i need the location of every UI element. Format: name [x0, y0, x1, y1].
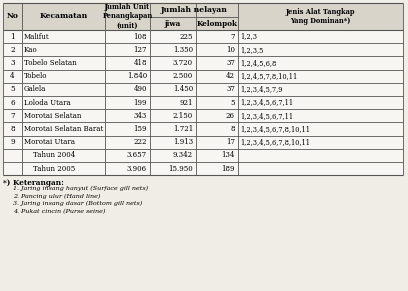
Text: 3.906: 3.906: [127, 165, 147, 173]
Text: 3: 3: [10, 59, 15, 67]
Text: 1,2,3,4,5,6,7,11: 1,2,3,4,5,6,7,11: [240, 99, 293, 107]
Text: Tahun 2004: Tahun 2004: [33, 151, 75, 159]
Text: 2.500: 2.500: [173, 72, 193, 80]
Text: Morotai Utara: Morotai Utara: [24, 138, 75, 146]
Text: 1.350: 1.350: [173, 46, 193, 54]
Text: 42: 42: [226, 72, 235, 80]
Bar: [3, 30, 403, 175]
Text: 1,2,3: 1,2,3: [240, 33, 257, 41]
Text: 2: 2: [10, 46, 15, 54]
Text: 7: 7: [231, 33, 235, 41]
Text: 1,2,3,5: 1,2,3,5: [240, 46, 264, 54]
Text: 4: 4: [10, 72, 15, 80]
Text: 26: 26: [226, 112, 235, 120]
Text: 37: 37: [226, 59, 235, 67]
Text: 1. Jaring insang hanyut (Surface gill nets): 1. Jaring insang hanyut (Surface gill ne…: [13, 186, 148, 191]
Text: Kao: Kao: [24, 46, 38, 54]
Text: 134: 134: [222, 151, 235, 159]
Text: Tobelo: Tobelo: [24, 72, 47, 80]
Text: 7: 7: [10, 112, 15, 120]
Text: 10: 10: [226, 46, 235, 54]
Text: 1.840: 1.840: [127, 72, 147, 80]
Text: 3.720: 3.720: [173, 59, 193, 67]
Text: 1.913: 1.913: [173, 138, 193, 146]
Text: 108: 108: [133, 33, 147, 41]
Text: Galela: Galela: [24, 85, 47, 93]
Text: 9.342: 9.342: [173, 151, 193, 159]
Text: Morotai Selatan: Morotai Selatan: [24, 112, 81, 120]
Text: 9: 9: [10, 138, 15, 146]
Text: 199: 199: [133, 99, 147, 107]
Text: 189: 189: [222, 165, 235, 173]
Text: 1,2,3,4,5,6,7,8,10,11: 1,2,3,4,5,6,7,8,10,11: [240, 138, 310, 146]
Text: 418: 418: [133, 59, 147, 67]
Text: 3.657: 3.657: [127, 151, 147, 159]
Text: No: No: [7, 13, 18, 20]
Bar: [3, 3, 403, 30]
Text: 921: 921: [180, 99, 193, 107]
Text: Malifut: Malifut: [24, 33, 50, 41]
Text: jiwa: jiwa: [165, 19, 181, 28]
Text: *) Keterangan:: *) Keterangan:: [3, 179, 64, 187]
Text: 1,2,4,5,6,8: 1,2,4,5,6,8: [240, 59, 276, 67]
Text: 17: 17: [226, 138, 235, 146]
Text: Jumlah Unit
Penangkapan
(unit): Jumlah Unit Penangkapan (unit): [102, 3, 153, 30]
Text: 343: 343: [134, 112, 147, 120]
Text: Kecamatan: Kecamatan: [40, 13, 88, 20]
Text: 1,2,3,4,5,7,9: 1,2,3,4,5,7,9: [240, 85, 282, 93]
Text: 6: 6: [10, 99, 15, 107]
Text: 1,2,3,4,5,6,7,11: 1,2,3,4,5,6,7,11: [240, 112, 293, 120]
Text: 4. Pukat cincin (Purse seine): 4. Pukat cincin (Purse seine): [13, 209, 105, 214]
Text: Jumlah nelayan: Jumlah nelayan: [161, 6, 227, 14]
Text: 3. Jaring insang dasar (Bottom gill nets): 3. Jaring insang dasar (Bottom gill nets…: [13, 201, 142, 207]
Text: 1,2,4,5,7,8,10,11: 1,2,4,5,7,8,10,11: [240, 72, 297, 80]
Text: 2.150: 2.150: [173, 112, 193, 120]
Text: 1,2,3,4,5,6,7,8,10,11: 1,2,3,4,5,6,7,8,10,11: [240, 125, 310, 133]
Text: Tahun 2005: Tahun 2005: [33, 165, 75, 173]
Text: 37: 37: [226, 85, 235, 93]
Text: Kelompok: Kelompok: [197, 19, 237, 28]
Text: 127: 127: [133, 46, 147, 54]
Text: 2. Pancing ulur (Hand line): 2. Pancing ulur (Hand line): [13, 194, 100, 199]
Text: 15.950: 15.950: [168, 165, 193, 173]
Text: Jenis Alat Tangkap
Yang Dominan*): Jenis Alat Tangkap Yang Dominan*): [286, 8, 355, 25]
Text: 5: 5: [10, 85, 15, 93]
Text: 1: 1: [10, 33, 15, 41]
Text: 1.450: 1.450: [173, 85, 193, 93]
Text: Tobelo Selatan: Tobelo Selatan: [24, 59, 77, 67]
Text: 1.721: 1.721: [173, 125, 193, 133]
Text: 8: 8: [231, 125, 235, 133]
Bar: [195, 3, 196, 17]
Text: 5: 5: [231, 99, 235, 107]
Text: 222: 222: [133, 138, 147, 146]
Text: Morotai Selatan Barat: Morotai Selatan Barat: [24, 125, 103, 133]
Text: 8: 8: [10, 125, 15, 133]
Text: Loloda Utara: Loloda Utara: [24, 99, 71, 107]
Text: 225: 225: [180, 33, 193, 41]
Text: 159: 159: [133, 125, 147, 133]
Text: 490: 490: [133, 85, 147, 93]
